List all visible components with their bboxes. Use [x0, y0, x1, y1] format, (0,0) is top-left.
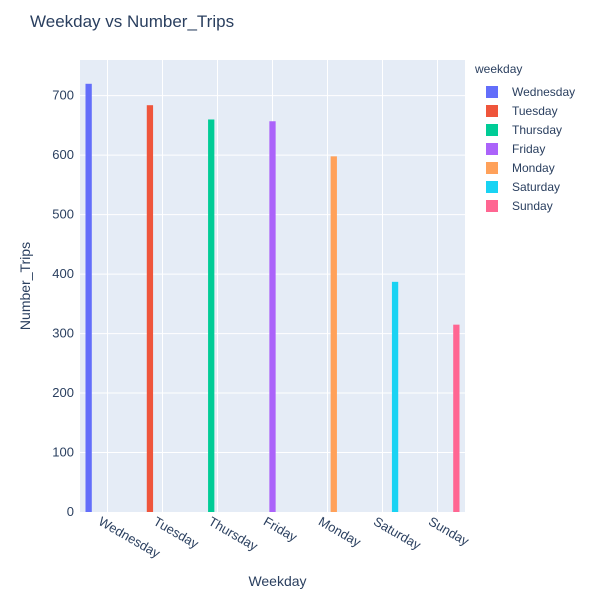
legend-swatch: [486, 85, 498, 98]
legend-swatch: [486, 104, 498, 117]
x-tick-label: Saturday: [371, 514, 424, 553]
legend-item-wednesday[interactable]: Wednesday: [486, 82, 575, 101]
y-tick-label: 300: [52, 326, 74, 341]
legend-swatch: [486, 123, 498, 136]
bar-sunday: [453, 324, 460, 512]
legend-title: weekday: [475, 62, 523, 76]
y-tick-label: 500: [52, 207, 74, 222]
legend-label: Wednesday: [512, 84, 576, 99]
legend-item-tuesday[interactable]: Tuesday: [486, 101, 575, 120]
legend-swatch: [486, 142, 498, 155]
legend-label: Monday: [512, 160, 555, 175]
bar-monday: [330, 156, 337, 513]
bar-tuesday: [146, 105, 154, 512]
legend-label: Friday: [512, 141, 546, 156]
x-tick-label: Friday: [261, 514, 300, 545]
y-tick-label: 100: [52, 445, 74, 460]
legend-swatch: [486, 180, 498, 193]
legend-item-monday[interactable]: Monday: [486, 158, 575, 177]
legend-label: Tuesday: [512, 103, 558, 118]
y-tick-label: 200: [52, 385, 74, 400]
y-axis-title: Number_Trips: [17, 242, 33, 330]
legend-item-sunday[interactable]: Sunday: [486, 196, 575, 215]
legend-swatch: [486, 161, 498, 174]
x-tick-label: Sunday: [426, 514, 472, 549]
legend-swatch: [486, 199, 498, 212]
bar-saturday: [391, 281, 399, 512]
y-tick-label: 700: [52, 88, 74, 103]
legend-item-friday[interactable]: Friday: [486, 139, 575, 158]
legend: weekday Wednesday Tuesday Thursday Friday Mo…: [475, 62, 575, 215]
x-tick-label: Wednesday: [96, 514, 163, 561]
chart-title: Weekday vs Number_Trips: [30, 12, 235, 31]
legend-label: Saturday: [512, 179, 561, 194]
x-tick-label: Monday: [316, 514, 364, 550]
bar-friday: [269, 121, 276, 512]
bar-thursday: [208, 119, 215, 512]
y-tick-label: 600: [52, 147, 74, 162]
legend-label: Thursday: [512, 122, 563, 137]
legend-label: Sunday: [512, 198, 553, 213]
x-tick-label: Thursday: [206, 514, 261, 554]
bar-wednesday: [85, 83, 92, 512]
y-tick-label: 400: [52, 266, 74, 281]
y-tick-label: 0: [67, 504, 74, 519]
x-axis-title: Weekday: [248, 573, 306, 589]
legend-item-thursday[interactable]: Thursday: [486, 120, 575, 139]
legend-items: Wednesday Tuesday Thursday Friday Monday Satu…: [475, 82, 575, 215]
legend-item-saturday[interactable]: Saturday: [486, 177, 575, 196]
